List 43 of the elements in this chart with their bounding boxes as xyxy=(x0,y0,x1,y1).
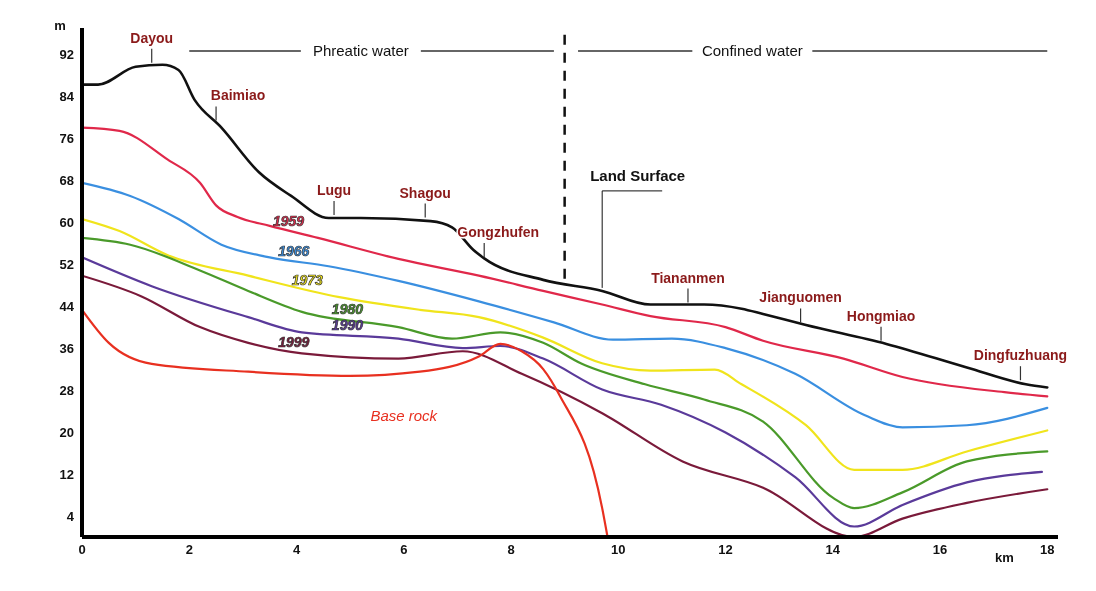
series-label: 1973 xyxy=(291,271,324,288)
y-tick-label: 20 xyxy=(59,424,74,440)
y-tick-label: 84 xyxy=(59,88,75,104)
annotation: Tiananmen xyxy=(651,269,725,286)
annotation: Confined water xyxy=(701,41,803,59)
x-tick-label: 14 xyxy=(825,542,841,558)
annotation: Hongmiao xyxy=(846,307,916,324)
y-tick-label: 68 xyxy=(59,172,74,188)
text: Land Surface xyxy=(590,166,686,184)
x-tick-label: 4 xyxy=(292,542,301,558)
series-label: 1990 xyxy=(331,317,364,334)
y-tick-label: 92 xyxy=(59,46,74,62)
series-label: 1999 xyxy=(278,333,310,350)
series-label: 1966 xyxy=(278,242,310,259)
x-axis-title: km xyxy=(994,550,1014,565)
x-tick-label: 18 xyxy=(1040,542,1055,558)
annotation: Baimiao xyxy=(210,87,266,104)
series-label: 1980 xyxy=(331,301,364,318)
x-tick-label: 2 xyxy=(185,542,193,558)
y-tick-label: 60 xyxy=(59,214,74,230)
annotation: Lugu xyxy=(316,181,352,198)
annotation: Shagou xyxy=(399,184,451,201)
y-axis-title: m xyxy=(54,18,66,33)
annotation: Phreatic water xyxy=(312,41,409,59)
annotation: Dayou xyxy=(130,29,174,46)
x-tick-label: 8 xyxy=(507,542,515,558)
x-tick-label: 12 xyxy=(718,542,733,558)
annotation: Dingfuzhuang xyxy=(973,347,1068,364)
y-tick-label: 36 xyxy=(59,340,74,356)
y-tick-label: 12 xyxy=(59,466,74,482)
y-tick-label: 76 xyxy=(59,130,74,146)
y-tick-label: 52 xyxy=(59,256,74,272)
y-tick-label: 44 xyxy=(59,298,75,314)
x-tick-label: 6 xyxy=(400,542,408,558)
x-tick-label: 10 xyxy=(611,542,626,558)
x-tick-label: 0 xyxy=(78,542,86,558)
text: Base rock xyxy=(370,406,439,424)
y-tick-label: 4 xyxy=(66,508,75,524)
series-label: 1959 xyxy=(272,212,305,229)
annotation: Jianguomen xyxy=(759,289,842,306)
y-tick-label: 28 xyxy=(59,382,74,398)
annotation: Gongzhufen xyxy=(457,223,540,240)
x-tick-label: 16 xyxy=(932,542,948,558)
